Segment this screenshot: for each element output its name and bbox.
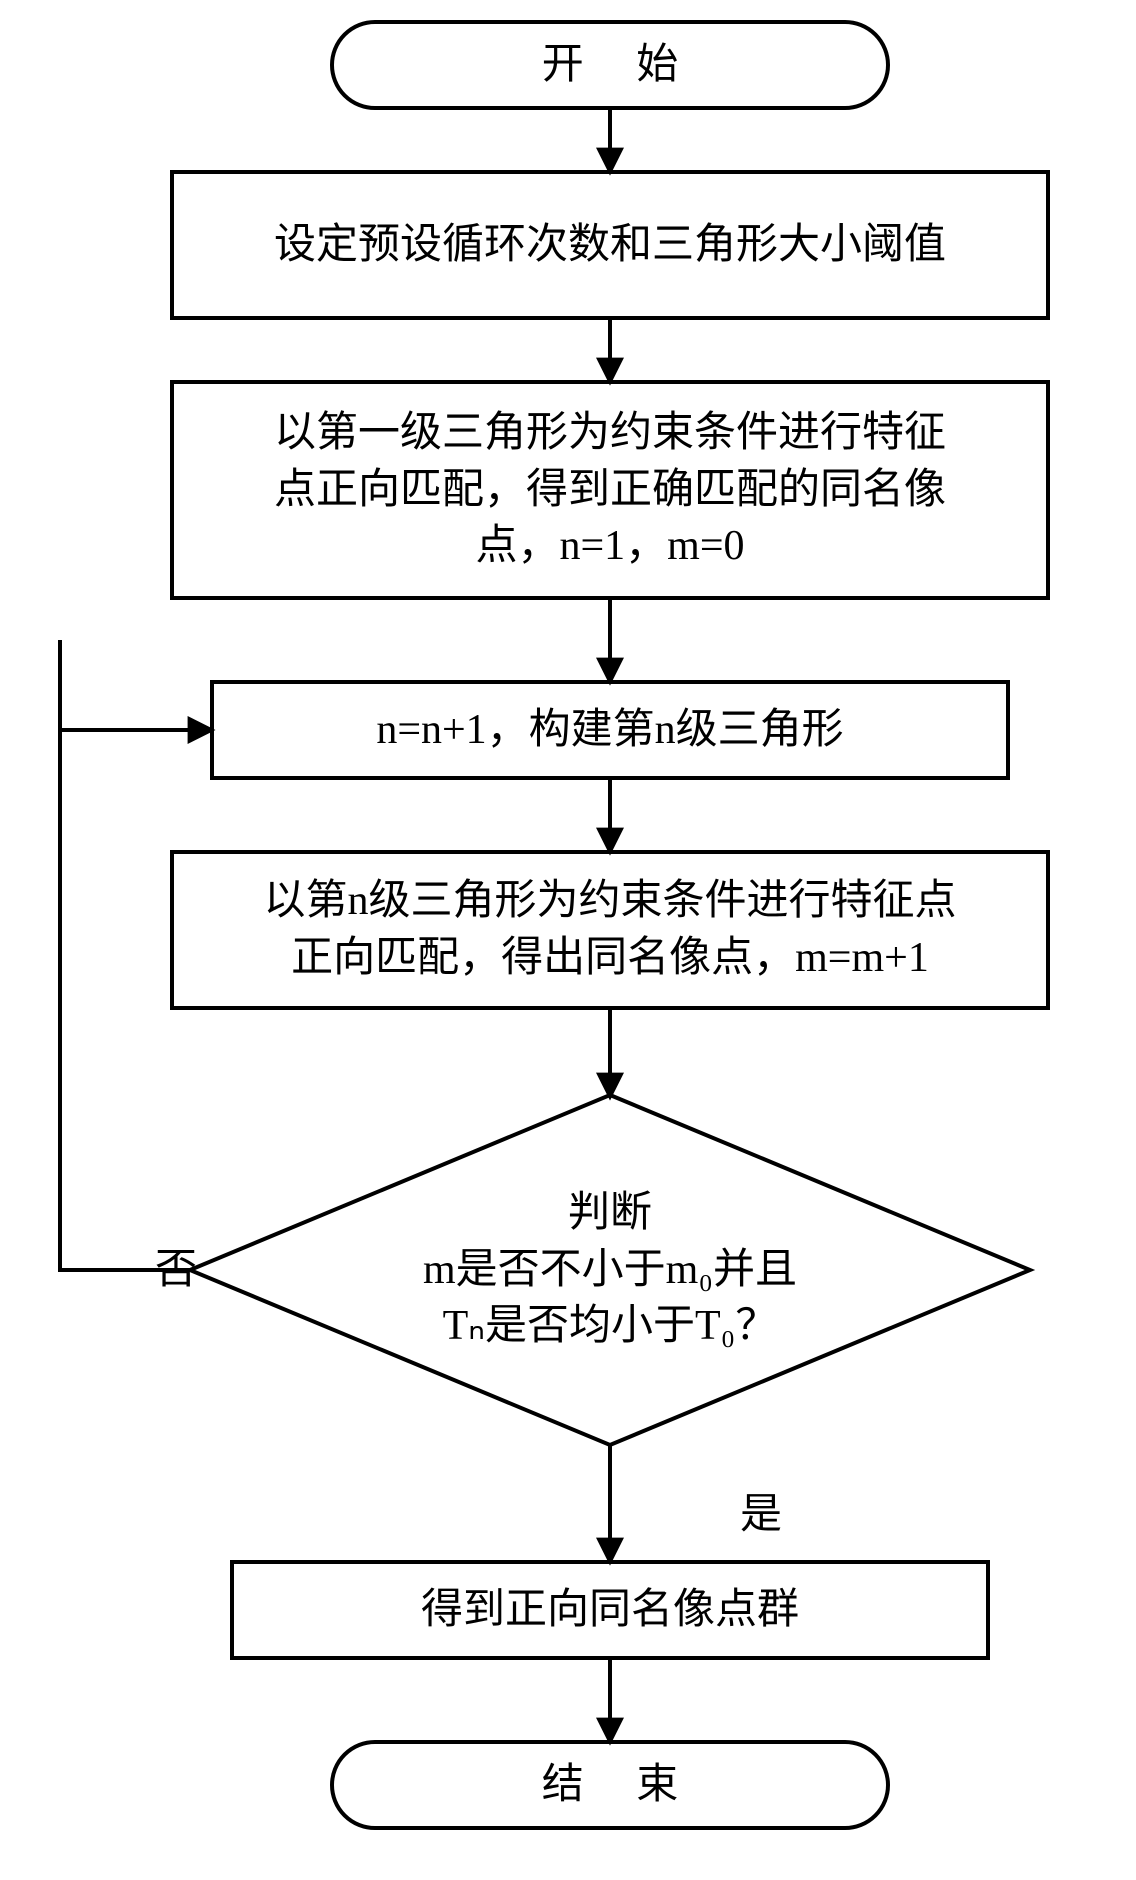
edge-label-yes: 是	[740, 1480, 782, 1541]
end-terminal: 结 束	[330, 1740, 890, 1830]
edge-label-no: 否	[155, 1235, 197, 1296]
process-first-level-match: 以第一级三角形为约束条件进行特征 点正向匹配，得到正确匹配的同名像 点，n=1，…	[170, 380, 1050, 600]
start-terminal: 开 始	[330, 20, 890, 110]
process-set-thresholds: 设定预设循环次数和三角形大小阈值	[170, 170, 1050, 320]
decision-text: 判断 m是否不小于m₀并且 Tₙ是否均小于T₀？	[330, 1185, 890, 1355]
process-result-group: 得到正向同名像点群	[230, 1560, 990, 1660]
process-build-nth-triangle: n=n+1，构建第n级三角形	[210, 680, 1010, 780]
process-nth-match: 以第n级三角形为约束条件进行特征点 正向匹配，得出同名像点，m=m+1	[170, 850, 1050, 1010]
